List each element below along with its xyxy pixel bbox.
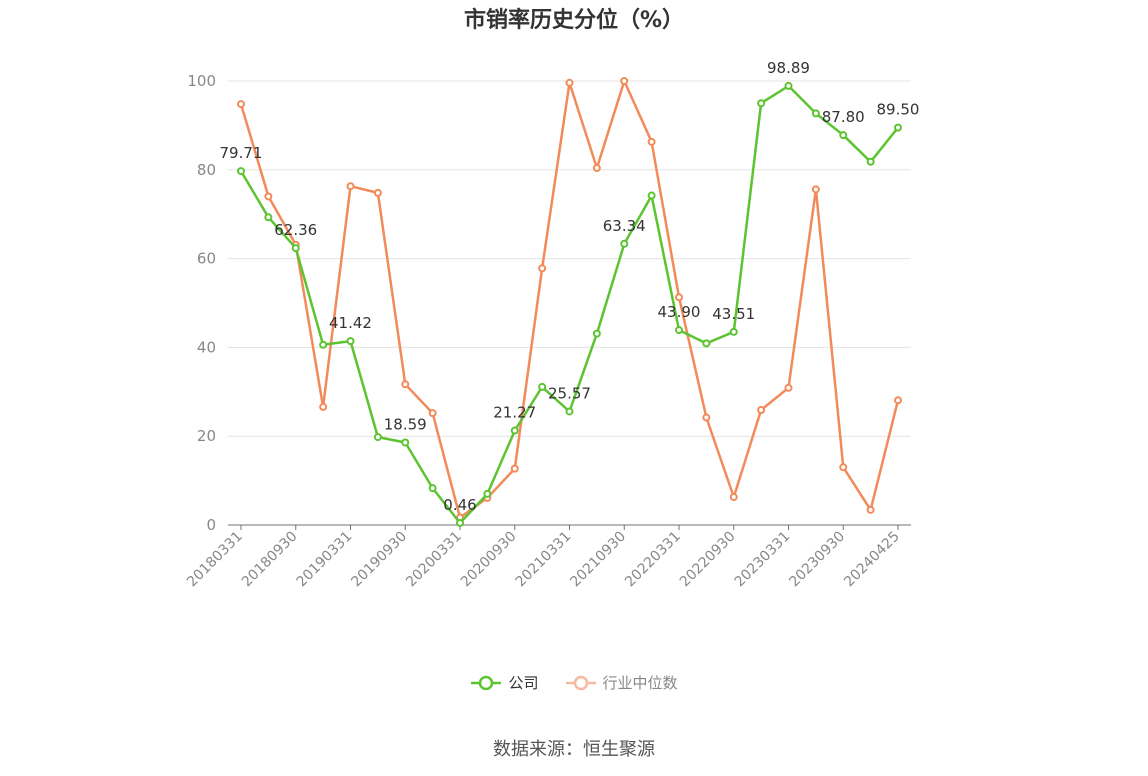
- legend-label: 行业中位数: [602, 674, 678, 692]
- data-point: [264, 192, 273, 201]
- data-point: [702, 413, 711, 422]
- data-point: [373, 433, 382, 442]
- data-label: 79.71: [220, 144, 263, 162]
- data-point: [894, 123, 902, 132]
- grid-lines: [228, 80, 911, 437]
- legend-item[interactable]: 行业中位数: [565, 672, 678, 693]
- data-point: [346, 182, 355, 191]
- data-point: [319, 402, 328, 411]
- x-tick-label: 20190331: [294, 529, 356, 591]
- series: [237, 77, 902, 527]
- data-label: 62.36: [274, 221, 317, 239]
- data-point: [702, 339, 711, 348]
- data-point: [811, 185, 820, 194]
- chart-title: 市销率历史分位（%）: [463, 8, 685, 33]
- data-point: [401, 438, 410, 447]
- data-point: [237, 100, 245, 109]
- data-point: [565, 78, 574, 87]
- data-point: [428, 484, 437, 493]
- data-point: [647, 191, 656, 200]
- axes: 0 20 40 60 80 100 2018033120180930201903312019…: [184, 72, 911, 590]
- data-point: [346, 337, 355, 346]
- data-point: [757, 99, 766, 108]
- x-tick-label: 20240425: [841, 529, 903, 591]
- data-label: 43.51: [712, 305, 755, 323]
- data-label: 0.46: [443, 496, 476, 514]
- data-labels: 79.71 62.36 41.42 18.59 0.46 21.27 25.57 63.34 4…: [220, 59, 920, 514]
- legend-label: 公司: [508, 674, 539, 692]
- y-tick-label: 20: [197, 427, 216, 445]
- series-line-1: [239, 79, 900, 519]
- data-point: [675, 326, 683, 335]
- y-tick-label: 80: [197, 161, 216, 179]
- x-tick-label: 20200930: [458, 529, 520, 591]
- data-point: [592, 329, 601, 338]
- legend-swatch-icon: [471, 675, 502, 690]
- data-point: [538, 264, 547, 273]
- data-point: [784, 81, 793, 90]
- data-point: [592, 164, 601, 173]
- data-label: 87.80: [822, 108, 865, 126]
- data-point: [373, 188, 382, 197]
- data-point: [839, 463, 848, 472]
- data-point: [538, 382, 547, 391]
- data-point: [675, 293, 683, 302]
- data-source: 数据来源：恒生聚源: [493, 739, 655, 760]
- data-point: [729, 493, 738, 502]
- x-tick-label: 20200331: [403, 529, 465, 591]
- data-point: [565, 407, 574, 416]
- data-point: [894, 396, 902, 405]
- x-tick-label: 20180331: [184, 529, 246, 591]
- data-label: 98.89: [767, 59, 810, 77]
- data-label: 89.50: [877, 101, 920, 119]
- data-point: [291, 244, 300, 253]
- data-point: [510, 464, 519, 473]
- data-point: [401, 380, 410, 389]
- data-point: [757, 406, 766, 415]
- x-tick-label: 20210930: [567, 529, 629, 591]
- data-point: [237, 167, 245, 176]
- data-point: [428, 409, 437, 418]
- data-label: 41.42: [329, 314, 372, 332]
- data-point: [866, 505, 875, 514]
- x-tick-label: 20210331: [513, 529, 575, 591]
- data-point: [839, 131, 848, 140]
- legend: 公司 行业中位数: [0, 672, 1148, 693]
- y-tick-label: 40: [197, 338, 216, 356]
- y-tick-label: 60: [197, 250, 216, 268]
- data-point: [456, 518, 464, 527]
- data-point: [620, 77, 629, 85]
- data-label: 63.34: [603, 217, 646, 235]
- y-tick-label: 0: [206, 516, 216, 534]
- data-point: [647, 137, 656, 146]
- data-point: [866, 157, 875, 166]
- data-point: [811, 109, 820, 118]
- data-point: [483, 489, 492, 498]
- data-label: 21.27: [493, 404, 536, 422]
- data-point: [784, 383, 793, 392]
- legend-swatch-icon: [565, 675, 596, 690]
- x-tick-label: 20220331: [622, 529, 684, 591]
- x-tick-label: 20230331: [732, 529, 794, 591]
- legend-item[interactable]: 公司: [470, 672, 539, 693]
- data-label: 25.57: [548, 384, 591, 402]
- data-point: [264, 213, 273, 222]
- data-point: [620, 239, 629, 248]
- x-tick-label: 20180930: [239, 529, 301, 591]
- data-point: [319, 340, 328, 349]
- data-point: [729, 327, 738, 336]
- data-label: 18.59: [384, 415, 427, 433]
- x-tick-label: 20230930: [786, 529, 848, 591]
- x-tick-label: 20220930: [677, 529, 739, 591]
- x-tick-label: 20190930: [348, 529, 410, 591]
- data-label: 43.90: [658, 303, 701, 321]
- y-tick-label: 100: [187, 72, 216, 90]
- data-point: [510, 426, 519, 435]
